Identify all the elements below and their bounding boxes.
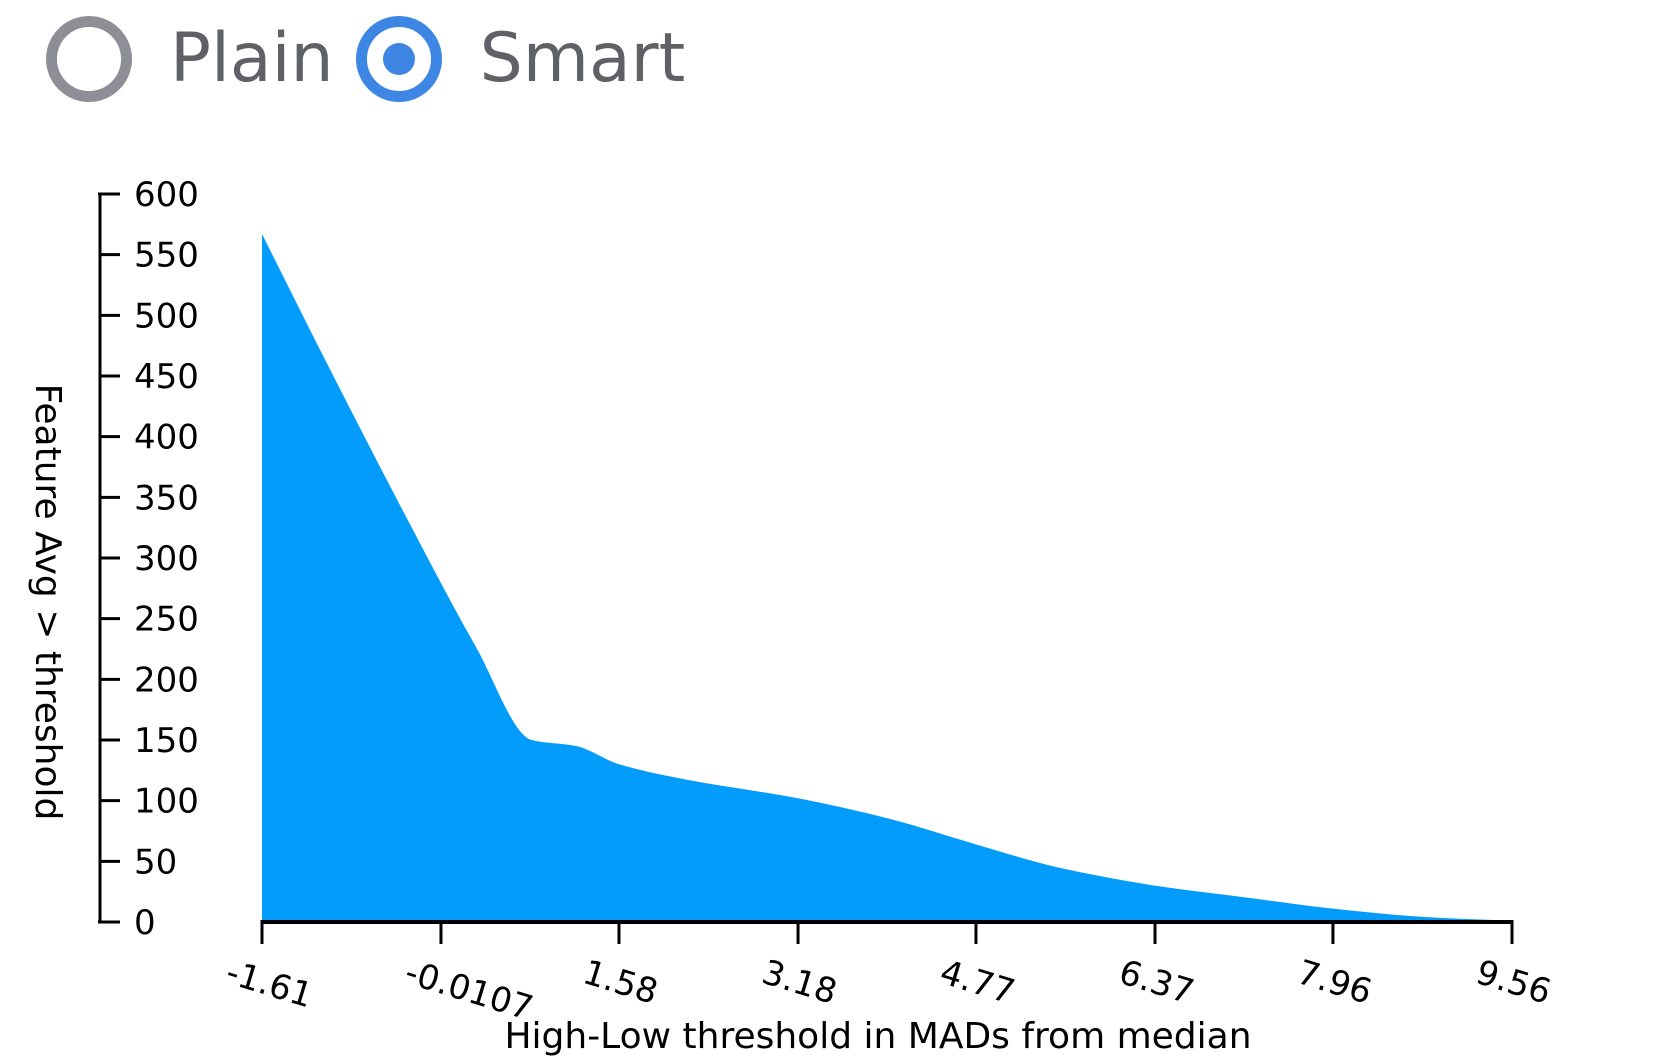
- smart-option[interactable]: Smart: [355, 16, 686, 102]
- x-tick-label: 3.18: [757, 952, 841, 1012]
- y-tick-label: 300: [134, 539, 199, 579]
- y-axis: 0 50 100 150 200 250 300 350 400 450 500 550 600: [98, 175, 199, 943]
- y-tick-label: 400: [134, 418, 199, 458]
- smart-label: Smart: [479, 19, 686, 98]
- x-tick-label: -1.61: [221, 952, 317, 1016]
- x-axis: -1.61 -0.0107 1.58 3.18 4.77 6.37 7.96 9.56: [221, 920, 1555, 1029]
- y-tick-label: 150: [134, 721, 199, 761]
- y-tick-label: 0: [134, 903, 156, 943]
- plain-label: Plain: [170, 19, 334, 98]
- x-tick-label: 9.56: [1471, 952, 1555, 1012]
- y-tick-label: 200: [134, 660, 199, 700]
- y-tick-label: 500: [134, 296, 199, 336]
- y-tick-label: 50: [134, 842, 177, 882]
- y-tick-label: 100: [134, 782, 199, 822]
- mode-toggle: Plain Smart: [46, 14, 685, 104]
- x-tick-label: 1.58: [578, 952, 662, 1012]
- plain-radio[interactable]: [46, 16, 132, 102]
- x-axis-title: High-Low threshold in MADs from median: [504, 1016, 1251, 1057]
- y-tick-label: 250: [134, 600, 199, 640]
- y-tick-label: 450: [134, 357, 199, 397]
- x-tick-label: 6.37: [1114, 952, 1198, 1012]
- plain-option[interactable]: Plain: [46, 16, 356, 102]
- y-tick-label: 350: [134, 478, 199, 518]
- area-series: [262, 234, 1512, 923]
- y-tick-label: 600: [134, 175, 199, 215]
- smart-radio[interactable]: [355, 16, 442, 102]
- y-tick-label: 550: [134, 236, 199, 276]
- x-tick-label: 7.96: [1292, 952, 1376, 1012]
- y-axis-title: Feature Avg > threshold: [27, 384, 68, 821]
- x-tick-label: 4.77: [935, 952, 1019, 1012]
